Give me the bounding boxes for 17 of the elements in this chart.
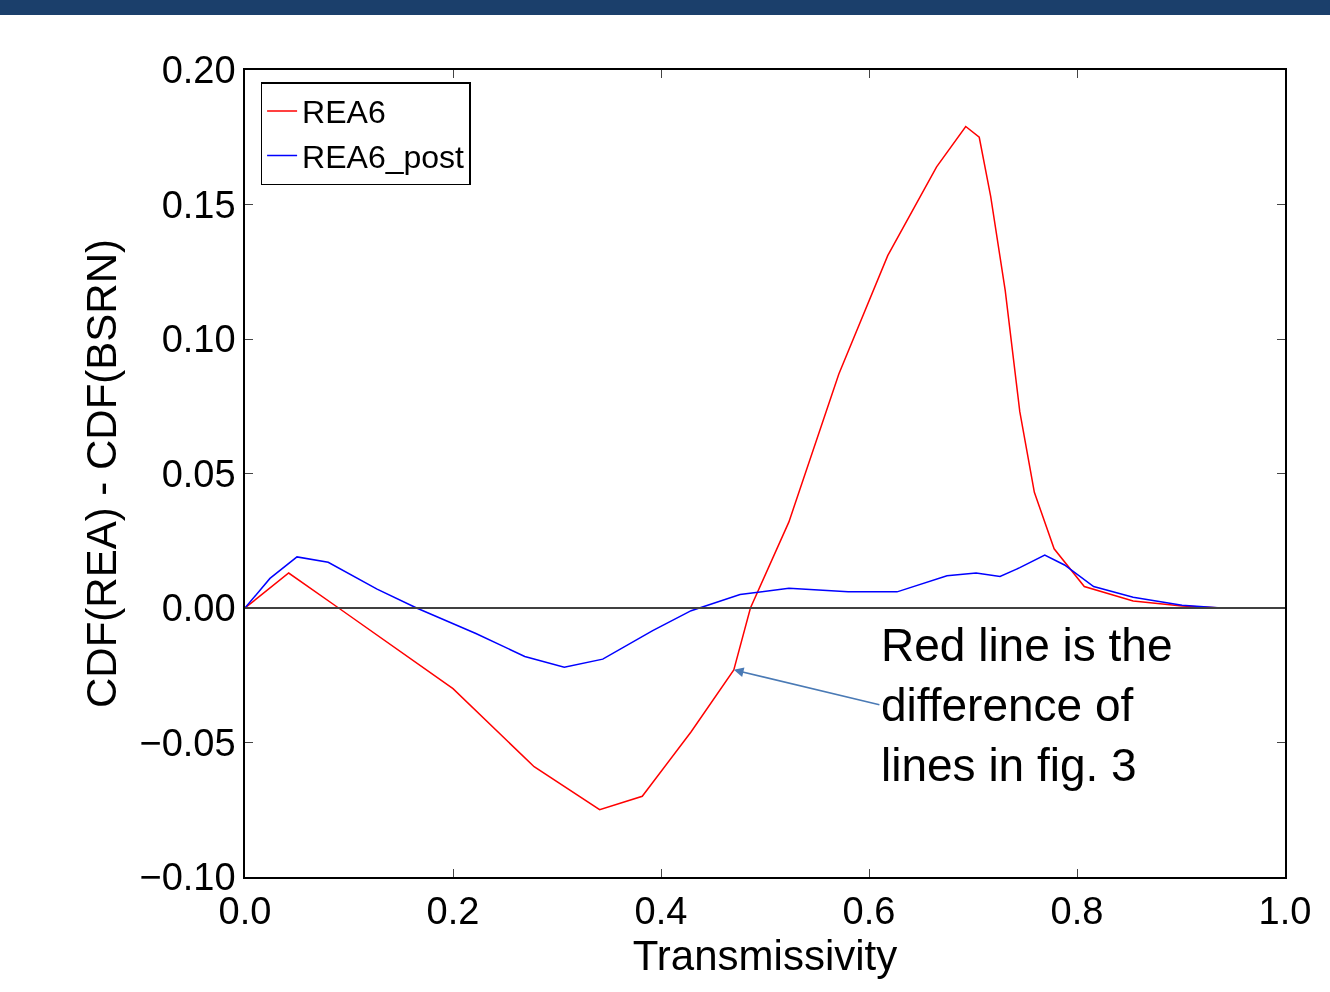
y-tick-label: 0.05 bbox=[161, 452, 236, 495]
legend-label: REA6_post bbox=[302, 138, 465, 175]
x-tick-label: 0.2 bbox=[426, 890, 480, 933]
x-tick-label: 0.0 bbox=[218, 890, 272, 933]
x-tick-label: 0.6 bbox=[842, 890, 896, 933]
x-axis-title: Transmissivity bbox=[632, 932, 898, 980]
y-tick-label: 0.20 bbox=[161, 49, 236, 92]
y-axis-title: CDF(REA) - CDF(BSRN) bbox=[77, 239, 125, 708]
x-tick-label: 0.4 bbox=[634, 890, 688, 933]
x-tick-label: 0.8 bbox=[1050, 890, 1104, 933]
legend-label: REA6 bbox=[302, 94, 386, 131]
annotation: Red line is the difference of lines in fig. 3 bbox=[881, 619, 1173, 791]
y-tick-label: 0.00 bbox=[161, 587, 236, 630]
y-tick-label: 0.15 bbox=[161, 183, 236, 226]
y-tick-label: 0.10 bbox=[161, 318, 236, 361]
y-tick-label: −0.05 bbox=[139, 721, 236, 764]
x-tick-label: 1.0 bbox=[1258, 890, 1312, 933]
